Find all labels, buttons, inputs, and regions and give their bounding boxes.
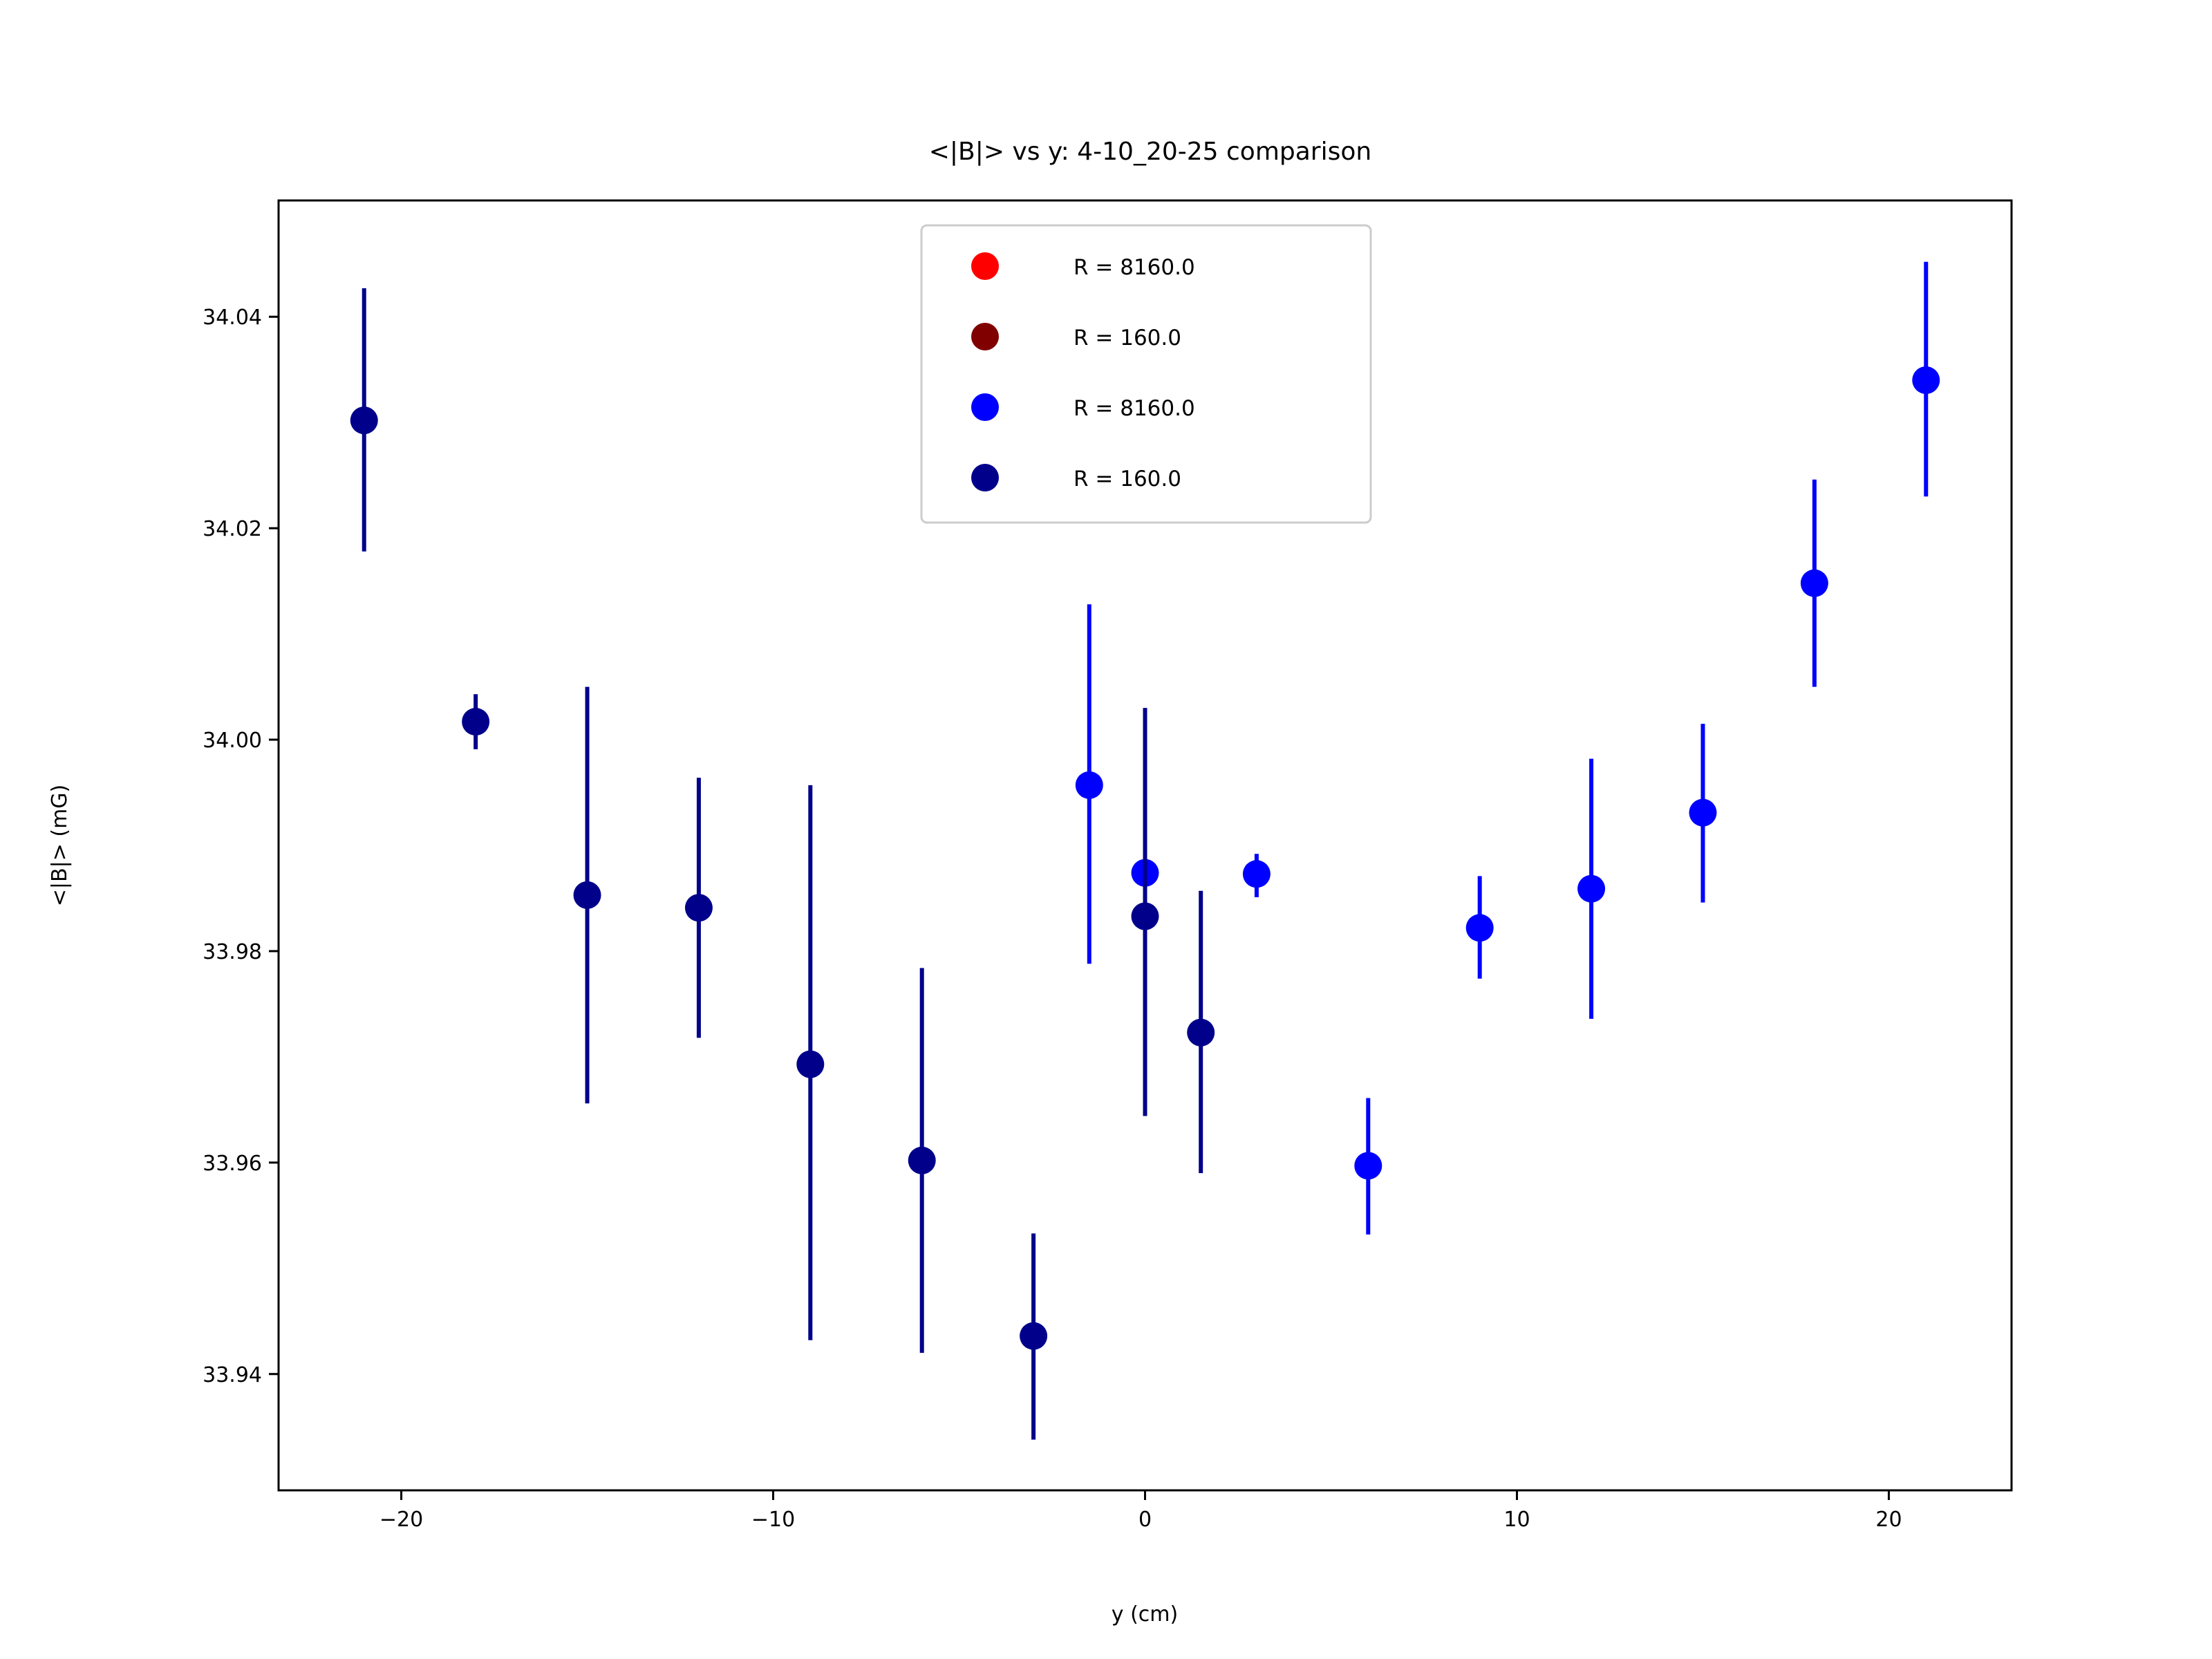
x-tick-label: −20 — [379, 1508, 423, 1532]
axes-frame — [277, 199, 2013, 1492]
data-point — [462, 708, 490, 736]
legend-label: R = 160.0 — [1074, 326, 1181, 350]
y-tick-label: 33.96 — [203, 1152, 262, 1176]
data-point — [796, 1050, 825, 1078]
data-point — [573, 881, 601, 909]
y-tick-label: 34.04 — [203, 306, 262, 330]
legend-marker — [971, 252, 999, 280]
data-point — [350, 406, 378, 435]
x-tick-label: 20 — [1875, 1508, 1902, 1532]
y-tick-label: 34.02 — [203, 517, 262, 541]
data-point — [1689, 798, 1717, 827]
data-point — [1075, 771, 1103, 799]
data-point — [1020, 1322, 1048, 1350]
series-3 — [350, 288, 1215, 1440]
x-tick-label: 10 — [1503, 1508, 1530, 1532]
y-tick-label: 33.98 — [203, 940, 262, 964]
data-point — [1242, 860, 1271, 888]
legend-marker — [971, 464, 999, 491]
legend-label: R = 8160.0 — [1074, 255, 1195, 280]
data-point — [1912, 366, 1940, 395]
y-tick-label: 33.94 — [203, 1363, 262, 1387]
x-tick-label: −10 — [751, 1508, 795, 1532]
data-point — [1354, 1152, 1382, 1180]
chart-title: <|B|> vs y: 4-10_20-25 comparison — [929, 138, 1371, 166]
legend-label: R = 160.0 — [1074, 467, 1181, 491]
y-axis-label: <|B|> (mG) — [48, 785, 72, 906]
x-tick-label: 0 — [1138, 1508, 1152, 1532]
legend-label: R = 8160.0 — [1074, 396, 1195, 421]
data-point — [1187, 1018, 1215, 1047]
y-tick-label: 34.00 — [203, 729, 262, 753]
y-axis-ticks: 33.94 33.96 33.98 34.00 34.02 34.04 — [203, 306, 279, 1387]
data-point — [1800, 569, 1828, 597]
legend-marker — [971, 393, 999, 421]
plot-area — [350, 261, 1940, 1440]
data-point — [908, 1146, 936, 1174]
x-axis-ticks: −20 −10 0 10 20 — [379, 1490, 1902, 1532]
x-axis-label: y (cm) — [1112, 1602, 1178, 1627]
legend-marker — [971, 323, 999, 350]
data-point — [1131, 902, 1159, 930]
data-point — [1465, 914, 1494, 942]
legend: R = 8160.0 R = 160.0 R = 8160.0 R = 160.0 — [920, 224, 1372, 524]
data-point — [1577, 874, 1606, 903]
data-point — [684, 894, 713, 922]
legend-box — [920, 224, 1372, 524]
